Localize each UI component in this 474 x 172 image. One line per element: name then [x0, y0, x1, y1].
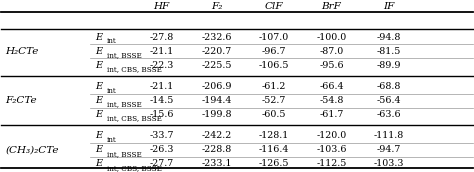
Text: E: E — [95, 131, 102, 140]
Text: -22.3: -22.3 — [149, 61, 173, 70]
Text: E: E — [95, 61, 102, 70]
Text: -21.1: -21.1 — [149, 82, 173, 91]
Text: int, CBS, BSSE: int, CBS, BSSE — [107, 65, 162, 73]
Text: E: E — [95, 110, 102, 119]
Text: int: int — [107, 136, 117, 144]
Text: -66.4: -66.4 — [319, 82, 344, 91]
Text: -21.1: -21.1 — [149, 47, 173, 56]
Text: -81.5: -81.5 — [377, 47, 401, 56]
Text: int: int — [107, 37, 117, 45]
Text: -220.7: -220.7 — [202, 47, 232, 56]
Text: int, CBS, BSSE: int, CBS, BSSE — [107, 115, 162, 123]
Text: -14.5: -14.5 — [149, 96, 173, 105]
Text: -89.9: -89.9 — [377, 61, 401, 70]
Text: -94.7: -94.7 — [377, 145, 401, 154]
Text: int, BSSE: int, BSSE — [107, 51, 142, 59]
Text: -106.5: -106.5 — [259, 61, 289, 70]
Text: int, CBS, BSSE: int, CBS, BSSE — [107, 164, 162, 172]
Text: -68.8: -68.8 — [377, 82, 401, 91]
Text: -33.7: -33.7 — [149, 131, 173, 140]
Text: -116.4: -116.4 — [259, 145, 289, 154]
Text: E: E — [95, 96, 102, 105]
Text: -228.8: -228.8 — [202, 145, 232, 154]
Text: E: E — [95, 33, 102, 42]
Text: -233.1: -233.1 — [202, 159, 232, 168]
Text: E: E — [95, 47, 102, 56]
Text: ClF: ClF — [264, 2, 283, 11]
Text: -52.7: -52.7 — [262, 96, 286, 105]
Text: -194.4: -194.4 — [202, 96, 232, 105]
Text: -63.6: -63.6 — [377, 110, 401, 119]
Text: int: int — [107, 87, 117, 95]
Text: -111.8: -111.8 — [374, 131, 404, 140]
Text: IF: IF — [383, 2, 395, 11]
Text: F₂CTe: F₂CTe — [5, 96, 37, 105]
Text: -56.4: -56.4 — [377, 96, 401, 105]
Text: int, BSSE: int, BSSE — [107, 101, 142, 109]
Text: -94.8: -94.8 — [377, 33, 401, 42]
Text: -128.1: -128.1 — [259, 131, 289, 140]
Text: (CH₃)₂CTe: (CH₃)₂CTe — [5, 145, 59, 154]
Text: E: E — [95, 159, 102, 168]
Text: -27.7: -27.7 — [149, 159, 173, 168]
Text: -26.3: -26.3 — [149, 145, 173, 154]
Text: -60.5: -60.5 — [262, 110, 286, 119]
Text: -103.6: -103.6 — [316, 145, 347, 154]
Text: -126.5: -126.5 — [259, 159, 289, 168]
Text: -103.3: -103.3 — [374, 159, 404, 168]
Text: -107.0: -107.0 — [259, 33, 289, 42]
Text: -95.6: -95.6 — [319, 61, 344, 70]
Text: int, BSSE: int, BSSE — [107, 150, 142, 158]
Text: -100.0: -100.0 — [317, 33, 346, 42]
Text: -61.7: -61.7 — [319, 110, 344, 119]
Text: -87.0: -87.0 — [319, 47, 344, 56]
Text: -61.2: -61.2 — [262, 82, 286, 91]
Text: -225.5: -225.5 — [202, 61, 232, 70]
Text: E: E — [95, 82, 102, 91]
Text: -54.8: -54.8 — [319, 96, 344, 105]
Text: H₂CTe: H₂CTe — [5, 47, 39, 56]
Text: HF: HF — [153, 2, 170, 11]
Text: -232.6: -232.6 — [202, 33, 232, 42]
Text: -199.8: -199.8 — [202, 110, 232, 119]
Text: F₂: F₂ — [211, 2, 223, 11]
Text: E: E — [95, 145, 102, 154]
Text: BrF: BrF — [321, 2, 341, 11]
Text: -15.6: -15.6 — [149, 110, 173, 119]
Text: -112.5: -112.5 — [316, 159, 346, 168]
Text: -96.7: -96.7 — [262, 47, 286, 56]
Text: -120.0: -120.0 — [317, 131, 346, 140]
Text: -27.8: -27.8 — [149, 33, 173, 42]
Text: -242.2: -242.2 — [202, 131, 232, 140]
Text: -206.9: -206.9 — [202, 82, 232, 91]
